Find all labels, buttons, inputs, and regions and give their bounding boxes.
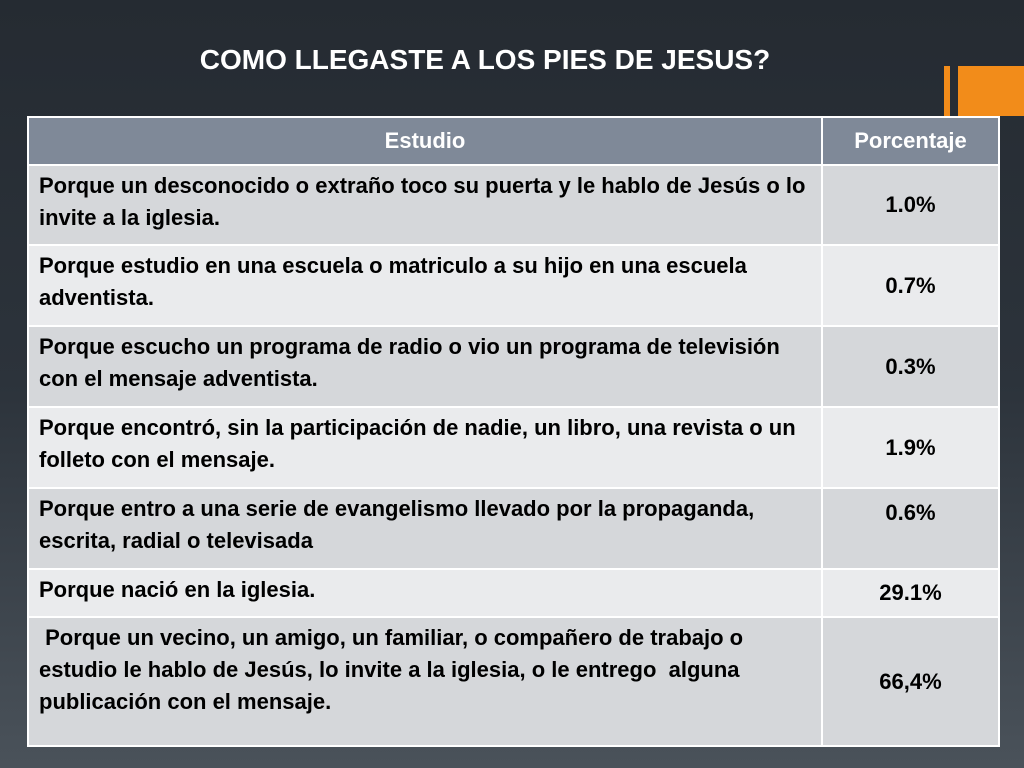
row-estudio: Porque entro a una serie de evangelismo … [27,487,823,570]
row-porcentaje: 29.1% [821,568,1000,618]
row-estudio: Porque estudio en una escuela o matricul… [27,244,823,327]
row-estudio: Porque un vecino, un amigo, un familiar,… [27,616,823,747]
table-row: Porque nació en la iglesia. 29.1% [27,568,1000,618]
table-row: Porque estudio en una escuela o matricul… [27,244,1000,327]
table-row: Porque encontró, sin la participación de… [27,406,1000,489]
row-porcentaje: 0.3% [821,325,1000,408]
page-title: COMO LLEGASTE A LOS PIES DE JESUS? [199,44,771,75]
survey-table: Estudio Porcentaje Porque un desconocido… [27,116,1000,747]
header-porcentaje: Porcentaje [821,116,1000,166]
table-row: Porque entro a una serie de evangelismo … [27,487,1000,570]
accent-bar-thin [944,66,950,116]
row-estudio: Porque un desconocido o extraño toco su … [27,164,823,246]
header-estudio: Estudio [27,116,823,166]
table-row: Porque escucho un programa de radio o vi… [27,325,1000,408]
row-estudio: Porque encontró, sin la participación de… [27,406,823,489]
table-header-row: Estudio Porcentaje [27,116,1000,166]
row-estudio: Porque escucho un programa de radio o vi… [27,325,823,408]
row-porcentaje: 0.7% [821,244,1000,327]
row-porcentaje: 66,4% [821,616,1000,747]
row-estudio: Porque nació en la iglesia. [27,568,823,618]
row-porcentaje: 0.6% [821,487,1000,570]
row-porcentaje: 1.9% [821,406,1000,489]
row-porcentaje: 1.0% [821,164,1000,246]
accent-bar [958,66,1024,116]
table-row: Porque un vecino, un amigo, un familiar,… [27,616,1000,747]
table-row: Porque un desconocido o extraño toco su … [27,164,1000,246]
